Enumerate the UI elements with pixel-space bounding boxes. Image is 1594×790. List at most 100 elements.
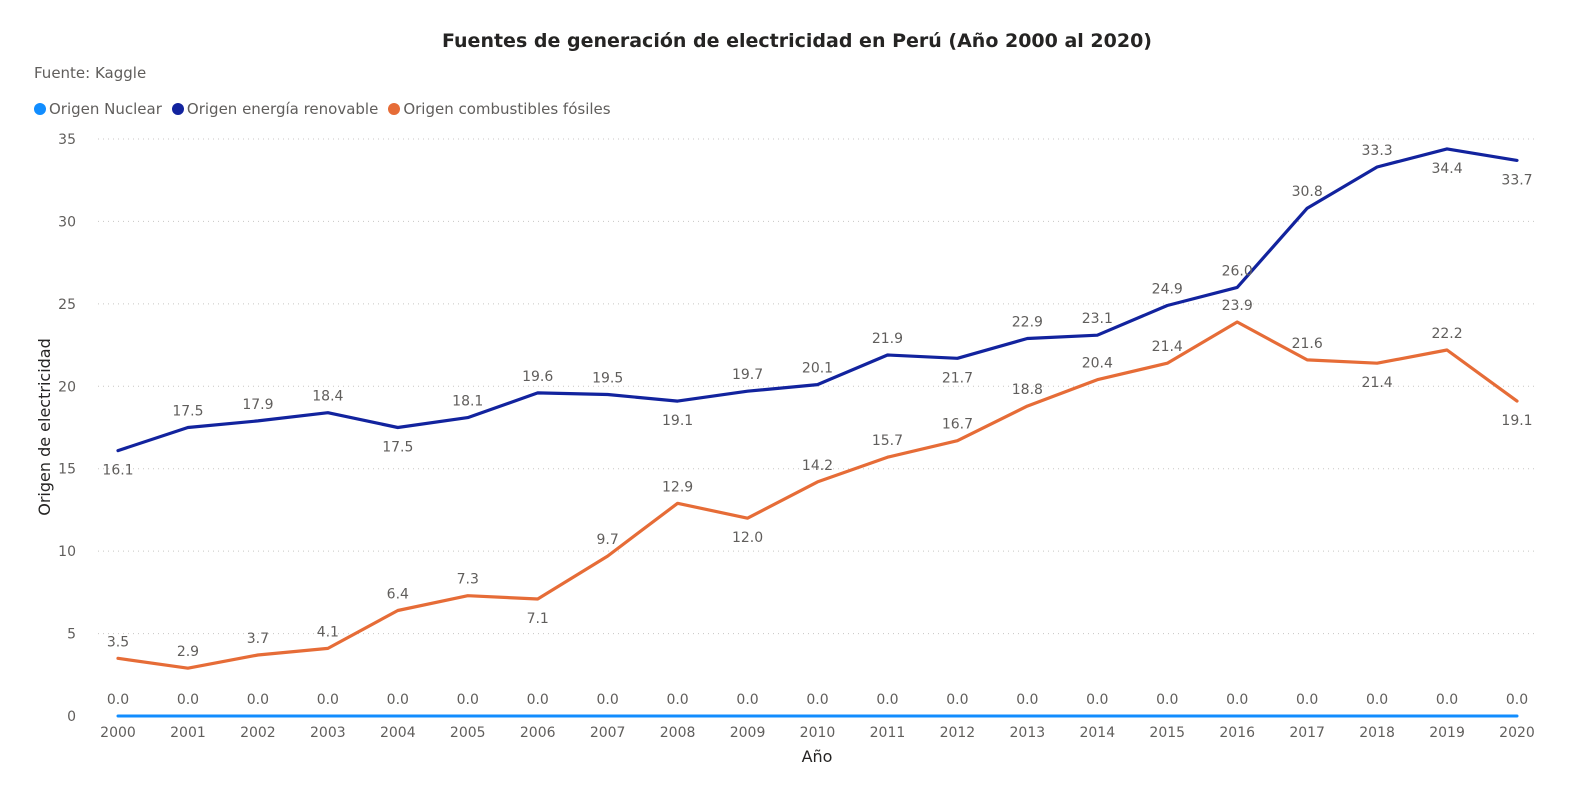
data-label: 0.0 (107, 692, 129, 708)
data-label: 18.8 (1012, 382, 1043, 398)
data-label: 12.9 (662, 479, 693, 495)
x-tick-label: 2013 (1010, 725, 1046, 741)
x-tick-label: 2019 (1429, 725, 1465, 741)
x-tick-label: 2016 (1219, 725, 1255, 741)
x-axis-title: Año (802, 747, 833, 766)
x-tick-label: 2008 (660, 725, 696, 741)
data-label: 19.1 (1501, 413, 1532, 429)
y-tick-label: 15 (58, 462, 76, 478)
data-label: 30.8 (1292, 184, 1323, 200)
data-label: 0.0 (457, 692, 479, 708)
data-label: 0.0 (317, 692, 339, 708)
x-tick-label: 2004 (380, 725, 416, 741)
data-label: 17.9 (242, 397, 273, 413)
data-label: 22.2 (1431, 326, 1462, 342)
data-label: 0.0 (387, 692, 409, 708)
y-tick-label: 25 (58, 297, 76, 313)
x-tick-label: 2000 (100, 725, 136, 741)
y-tick-label: 30 (58, 214, 76, 230)
y-axis-title: Origen de electricidad (35, 338, 54, 516)
data-label: 0.0 (736, 692, 758, 708)
data-label: 20.1 (802, 361, 833, 377)
data-label: 0.0 (946, 692, 968, 708)
legend-item-nuclear[interactable]: Origen Nuclear (34, 100, 162, 118)
data-label: 21.9 (872, 331, 903, 347)
data-label: 21.6 (1292, 336, 1323, 352)
data-label: 20.4 (1082, 356, 1113, 372)
x-tick-label: 2017 (1289, 725, 1325, 741)
x-tick-label: 2007 (590, 725, 626, 741)
data-label: 0.0 (177, 692, 199, 708)
legend-label-fosiles: Origen combustibles fósiles (403, 100, 611, 118)
data-label: 0.0 (247, 692, 269, 708)
legend-marker-nuclear (34, 103, 46, 115)
data-label: 33.7 (1501, 172, 1532, 188)
data-label: 7.3 (457, 572, 479, 588)
y-tick-label: 0 (67, 709, 76, 725)
data-label: 19.5 (592, 371, 623, 387)
data-label: 33.3 (1362, 143, 1393, 159)
data-label: 0.0 (666, 692, 688, 708)
legend-item-fosiles[interactable]: Origen combustibles fósiles (388, 100, 611, 118)
data-label: 26.0 (1222, 263, 1253, 279)
x-tick-label: 2003 (310, 725, 346, 741)
data-label: 0.0 (1086, 692, 1108, 708)
data-label: 6.4 (387, 586, 409, 602)
data-label: 0.0 (1366, 692, 1388, 708)
data-label: 34.4 (1431, 161, 1462, 177)
x-tick-label: 2009 (730, 725, 766, 741)
data-label: 0.0 (1156, 692, 1178, 708)
legend-marker-renovable (171, 103, 184, 115)
chart-title: Fuentes de generación de electricidad en… (442, 30, 1152, 52)
legend-label-renovable: Origen energía renovable (186, 100, 379, 118)
x-tick-label: 2020 (1499, 725, 1535, 741)
data-label: 3.7 (247, 631, 269, 647)
x-tick-label: 2018 (1359, 725, 1395, 741)
y-tick-label: 20 (58, 379, 76, 395)
data-labels: 0.0 0.0 0.0 0.0 0.0 0.0 0.0 0.0 0.0 0.0 0.0 0.0 0.0 0… (102, 143, 1532, 708)
gridlines (98, 138, 1537, 635)
data-label: 0.0 (806, 692, 828, 708)
data-label: 0.0 (1506, 692, 1528, 708)
data-label: 0.0 (597, 692, 619, 708)
data-label: 19.7 (732, 367, 763, 383)
data-label: 0.0 (876, 692, 898, 708)
data-label: 15.7 (872, 433, 903, 449)
data-label: 22.9 (1012, 314, 1043, 330)
x-tick-label: 2001 (170, 725, 206, 741)
data-label: 0.0 (1016, 692, 1038, 708)
legend[interactable]: Origen Nuclear Origen energía renovable … (34, 100, 621, 118)
x-tick-label: 2014 (1079, 725, 1115, 741)
data-label: 0.0 (1296, 692, 1318, 708)
data-label: 23.9 (1222, 298, 1253, 314)
x-tick-label: 2012 (940, 725, 976, 741)
legend-marker-fosiles (388, 103, 401, 115)
chart-subtitle: Fuente: Kaggle (34, 64, 147, 82)
data-label: 0.0 (1226, 692, 1248, 708)
data-label: 12.0 (732, 530, 763, 546)
data-label: 18.1 (452, 394, 483, 410)
data-label: 2.9 (177, 644, 199, 660)
y-axis: 0 5 10 15 20 25 30 35 (58, 132, 76, 725)
legend-item-renovable[interactable]: Origen energía renovable (171, 100, 379, 118)
data-label: 24.9 (1152, 282, 1183, 298)
data-label: 16.1 (102, 463, 133, 479)
data-label: 21.4 (1362, 375, 1393, 391)
data-label: 21.4 (1152, 339, 1183, 355)
series-line-1[interactable] (116, 147, 1519, 453)
data-label: 21.7 (942, 370, 973, 386)
x-tick-label: 2006 (520, 725, 556, 741)
series-line-2[interactable] (116, 320, 1519, 670)
x-tick-label: 2002 (240, 725, 276, 741)
data-label: 14.2 (802, 458, 833, 474)
x-tick-label: 2015 (1149, 725, 1185, 741)
y-tick-label: 35 (58, 132, 76, 148)
data-label: 17.5 (172, 404, 203, 420)
y-tick-label: 10 (58, 544, 76, 560)
series-lines (116, 147, 1519, 718)
data-label: 17.5 (382, 440, 413, 456)
data-label: 9.7 (597, 532, 619, 548)
data-label: 18.4 (312, 389, 343, 405)
